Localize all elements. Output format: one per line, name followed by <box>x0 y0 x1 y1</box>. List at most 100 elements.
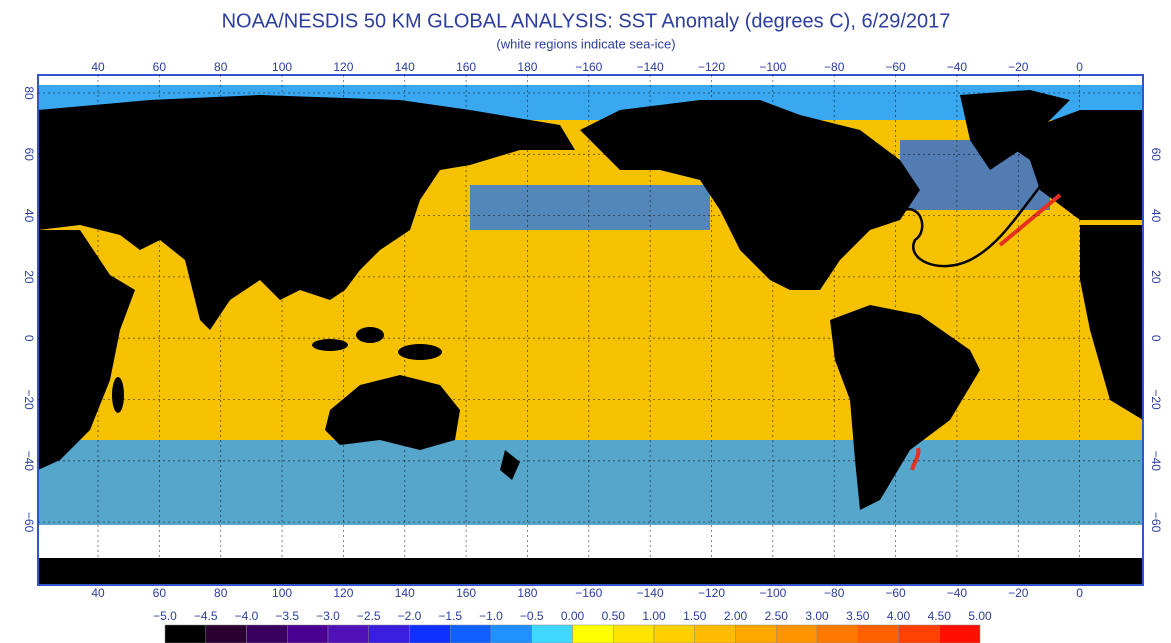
lon-label-bottom: −80 <box>824 586 845 600</box>
lat-label-right: 40 <box>1149 209 1163 223</box>
lon-label-bottom: −100 <box>759 586 786 600</box>
lat-label-right: −60 <box>1149 512 1163 533</box>
legend-swatch <box>653 624 695 643</box>
lon-label-top: 0 <box>1076 60 1083 74</box>
lon-label-bottom: −140 <box>637 586 664 600</box>
lat-label-right: −20 <box>1149 389 1163 410</box>
lon-label-top: −100 <box>759 60 786 74</box>
legend-swatch <box>531 624 573 643</box>
lat-label-left: 40 <box>22 209 36 223</box>
legend-swatch <box>246 624 288 643</box>
legend-swatch <box>735 624 777 643</box>
legend-label: 2.00 <box>724 609 748 623</box>
map <box>37 74 1144 586</box>
lon-label-top: −20 <box>1008 60 1029 74</box>
map-frame <box>37 74 1144 586</box>
lon-label-bottom: −40 <box>947 586 968 600</box>
lat-label-right: 0 <box>1149 335 1163 342</box>
legend-swatch <box>409 624 451 643</box>
lat-label-left: 60 <box>22 148 36 162</box>
lat-label-right: 60 <box>1149 148 1163 162</box>
lat-label-right: 20 <box>1149 270 1163 284</box>
legend-label: −0.5 <box>520 609 544 623</box>
lon-label-bottom: 140 <box>395 586 415 600</box>
legend-swatch <box>490 624 532 643</box>
legend-swatch <box>694 624 736 643</box>
legend-label: −2.5 <box>357 609 381 623</box>
lon-label-bottom: −120 <box>698 586 725 600</box>
antarctica <box>38 558 1143 585</box>
lon-label-top: −160 <box>575 60 602 74</box>
legend-label: 5.00 <box>968 609 992 623</box>
legend-swatch <box>327 624 369 643</box>
lon-label-bottom: 80 <box>214 586 228 600</box>
legend-label: −3.5 <box>275 609 299 623</box>
legend-swatch <box>572 624 614 643</box>
legend-label: −1.0 <box>479 609 503 623</box>
southern-band <box>38 440 1143 530</box>
legend-label: −4.5 <box>194 609 218 623</box>
legend-swatch <box>898 624 940 643</box>
legend-label: −4.0 <box>235 609 259 623</box>
title: NOAA/NESDIS 50 KM GLOBAL ANALYSIS: SST A… <box>222 10 951 32</box>
legend-label: −1.5 <box>438 609 462 623</box>
legend-label: 0.00 <box>561 609 585 623</box>
lon-label-top: 140 <box>395 60 415 74</box>
lon-label-bottom: −60 <box>885 586 906 600</box>
legend-swatch <box>450 624 492 643</box>
lon-label-bottom: 180 <box>517 586 537 600</box>
lon-label-bottom: 0 <box>1076 586 1083 600</box>
legend-label: −5.0 <box>153 609 177 623</box>
lon-label-bottom: 100 <box>272 586 292 600</box>
legend-swatch <box>205 624 247 643</box>
lon-label-top: −140 <box>637 60 664 74</box>
legend-swatch <box>857 624 899 643</box>
lon-label-bottom: 120 <box>333 586 353 600</box>
current-path <box>899 139 1081 268</box>
legend-swatch <box>164 624 206 643</box>
lon-label-bottom: 40 <box>91 586 105 600</box>
red-arrow-south <box>910 447 921 471</box>
legend-swatch <box>287 624 329 643</box>
lon-label-top: −120 <box>698 60 725 74</box>
lat-label-left: −20 <box>22 389 36 410</box>
lon-label-top: −60 <box>885 60 906 74</box>
legend-label: 3.00 <box>805 609 829 623</box>
lat-label-left: 20 <box>22 270 36 284</box>
lon-label-top: −40 <box>947 60 968 74</box>
lat-label-right: −40 <box>1149 451 1163 472</box>
lon-label-top: 80 <box>214 60 228 74</box>
legend-label: 1.00 <box>642 609 666 623</box>
lon-label-top: 180 <box>517 60 537 74</box>
lon-label-top: −80 <box>824 60 845 74</box>
legend-swatch <box>816 624 858 643</box>
legend-label: 3.50 <box>846 609 870 623</box>
land <box>38 90 1143 510</box>
legend-swatch <box>368 624 410 643</box>
lon-label-top: 60 <box>153 60 167 74</box>
lon-label-bottom: −160 <box>575 586 602 600</box>
legend-label: 4.00 <box>887 609 911 623</box>
lat-label-left: −60 <box>22 512 36 533</box>
lon-label-top: 120 <box>333 60 353 74</box>
legend-label: 2.50 <box>765 609 789 623</box>
lon-label-bottom: 60 <box>153 586 167 600</box>
lat-label-left: −40 <box>22 451 36 472</box>
pacific-cool <box>470 185 710 230</box>
lon-label-top: 160 <box>456 60 476 74</box>
legend-label: 0.50 <box>602 609 626 623</box>
lon-label-top: 40 <box>91 60 105 74</box>
lat-label-left: 80 <box>22 86 36 100</box>
lat-label-left: 0 <box>22 335 36 342</box>
lon-label-bottom: −20 <box>1008 586 1029 600</box>
legend-label: 1.50 <box>683 609 707 623</box>
lon-label-top: 100 <box>272 60 292 74</box>
legend-label: −3.0 <box>316 609 340 623</box>
legend-swatch <box>939 624 981 643</box>
legend-label: 4.50 <box>928 609 952 623</box>
lon-label-bottom: 160 <box>456 586 476 600</box>
legend-label: −2.0 <box>398 609 422 623</box>
sea-ice-north <box>38 75 1143 85</box>
legend-swatch <box>613 624 655 643</box>
